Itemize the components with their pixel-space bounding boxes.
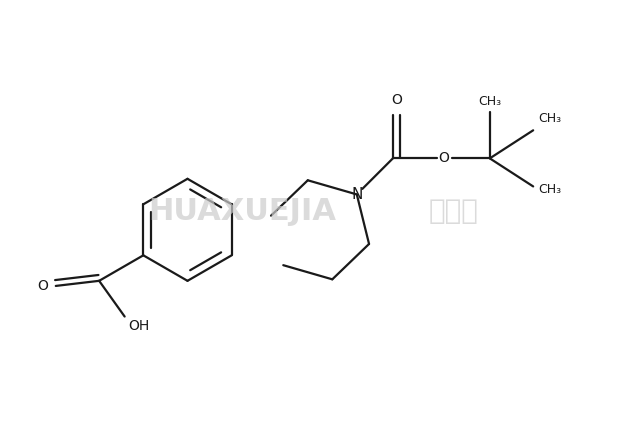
Text: CH₃: CH₃	[538, 183, 561, 196]
Text: N: N	[351, 187, 363, 202]
Text: O: O	[37, 279, 48, 293]
Text: 化学加: 化学加	[429, 198, 479, 225]
Text: HUAXUEJIA: HUAXUEJIA	[148, 197, 337, 226]
Text: O: O	[391, 93, 402, 107]
Text: OH: OH	[129, 319, 150, 334]
Text: CH₃: CH₃	[478, 95, 501, 107]
Text: CH₃: CH₃	[538, 112, 561, 125]
Text: O: O	[439, 151, 450, 165]
